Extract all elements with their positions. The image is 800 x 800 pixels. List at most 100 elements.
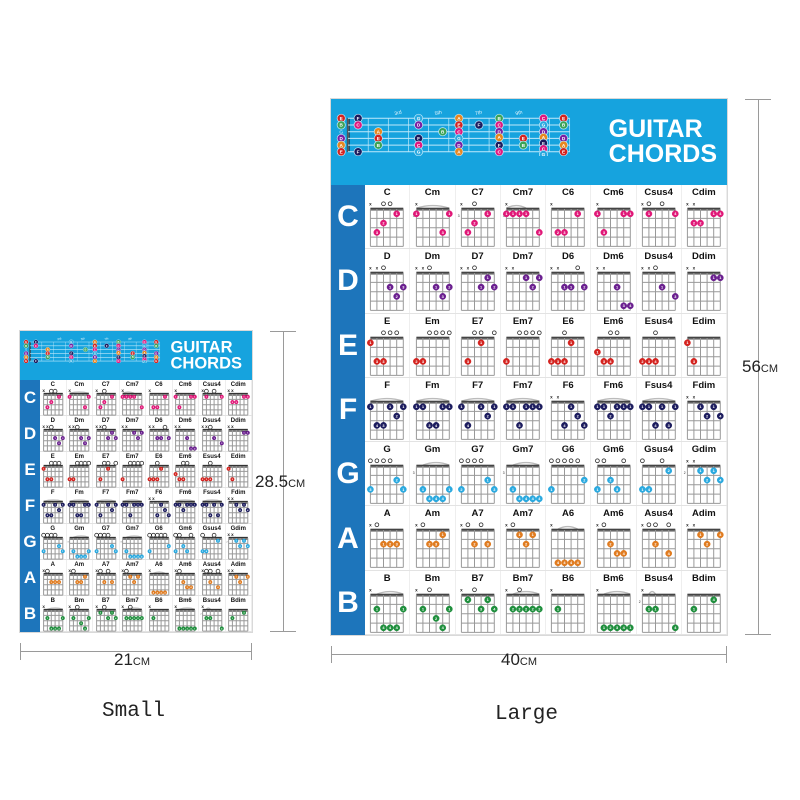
svg-text:x: x: [369, 201, 372, 206]
svg-text:x: x: [201, 424, 204, 429]
svg-text:x: x: [415, 201, 418, 206]
svg-text:G: G: [417, 149, 421, 154]
svg-text:x: x: [686, 201, 689, 206]
svg-text:x: x: [227, 424, 230, 429]
svg-text:2: 2: [435, 615, 437, 620]
svg-text:x: x: [460, 266, 463, 271]
svg-text:x: x: [647, 266, 650, 271]
svg-text:B: B: [340, 123, 344, 128]
svg-text:2: 2: [684, 471, 686, 475]
svg-text:2: 2: [693, 220, 695, 225]
svg-text:x: x: [42, 604, 45, 609]
svg-text:x: x: [152, 424, 155, 429]
svg-text:x: x: [227, 568, 230, 573]
svg-text:E: E: [377, 136, 380, 141]
svg-text:x: x: [174, 604, 177, 609]
svg-text:5th: 5th: [434, 109, 443, 117]
svg-text:x: x: [68, 604, 71, 609]
svg-text:B: B: [155, 344, 157, 348]
svg-text:E: E: [132, 351, 134, 355]
svg-text:2: 2: [486, 413, 488, 418]
svg-text:x: x: [466, 266, 469, 271]
svg-text:x: x: [148, 604, 151, 609]
svg-text:C: C: [118, 359, 120, 363]
svg-text:x: x: [201, 388, 204, 393]
svg-text:x: x: [95, 424, 98, 429]
svg-text:x: x: [557, 394, 560, 399]
svg-text:G: G: [70, 359, 72, 363]
svg-text:2: 2: [448, 285, 450, 290]
svg-text:x: x: [174, 388, 177, 393]
svg-text:2: 2: [667, 468, 669, 473]
svg-text:x: x: [174, 424, 177, 429]
svg-text:7th: 7th: [475, 109, 484, 117]
svg-text:C: C: [35, 344, 37, 348]
svg-text:2: 2: [609, 478, 611, 483]
svg-text:2: 2: [557, 230, 559, 235]
svg-text:2: 2: [493, 285, 495, 290]
svg-text:x: x: [46, 424, 49, 429]
svg-text:E: E: [340, 116, 343, 121]
svg-text:x: x: [460, 587, 463, 592]
svg-text:B: B: [497, 116, 501, 121]
svg-text:F: F: [417, 136, 420, 141]
svg-text:x: x: [415, 523, 418, 528]
svg-text:2: 2: [584, 285, 586, 290]
svg-text:E: E: [562, 149, 565, 154]
svg-text:x: x: [231, 568, 234, 573]
svg-text:E: E: [340, 149, 343, 154]
svg-text:B: B: [25, 344, 27, 348]
svg-text:x: x: [686, 394, 689, 399]
svg-text:x: x: [641, 523, 644, 528]
svg-text:2: 2: [227, 542, 228, 544]
svg-text:x: x: [376, 266, 379, 271]
svg-text:7th: 7th: [104, 336, 109, 341]
svg-text:2: 2: [389, 542, 391, 547]
svg-text:F: F: [478, 123, 481, 128]
svg-text:x: x: [596, 201, 599, 206]
svg-text:2: 2: [706, 542, 708, 547]
svg-text:2: 2: [473, 542, 475, 547]
svg-text:2: 2: [577, 413, 579, 418]
svg-text:2: 2: [538, 606, 540, 611]
svg-text:x: x: [68, 424, 71, 429]
svg-text:E: E: [25, 359, 27, 363]
svg-text:2: 2: [609, 542, 611, 547]
svg-text:x: x: [227, 532, 230, 537]
svg-text:2: 2: [460, 487, 462, 492]
svg-text:2: 2: [609, 413, 611, 418]
svg-text:2: 2: [396, 294, 398, 299]
svg-text:3: 3: [94, 398, 95, 400]
svg-text:x: x: [415, 266, 418, 271]
svg-text:G: G: [457, 136, 461, 141]
svg-text:x: x: [686, 459, 689, 464]
svg-text:E: E: [522, 136, 525, 141]
svg-text:x: x: [596, 523, 599, 528]
svg-text:3: 3: [503, 471, 505, 475]
svg-text:2: 2: [396, 478, 398, 483]
svg-text:x: x: [641, 266, 644, 271]
svg-text:F: F: [357, 116, 360, 121]
svg-text:x: x: [95, 568, 98, 573]
svg-text:x: x: [693, 523, 696, 528]
svg-text:9th: 9th: [128, 336, 133, 341]
svg-text:x: x: [505, 266, 508, 271]
svg-text:x: x: [505, 523, 508, 528]
svg-text:x: x: [42, 388, 45, 393]
svg-text:x: x: [421, 266, 424, 271]
svg-text:x: x: [693, 459, 696, 464]
svg-text:x: x: [68, 568, 71, 573]
svg-text:x: x: [174, 568, 177, 573]
svg-text:G: G: [542, 123, 546, 128]
svg-text:x: x: [99, 424, 102, 429]
svg-text:x: x: [148, 568, 151, 573]
svg-text:x: x: [227, 496, 230, 501]
svg-text:2: 2: [654, 542, 656, 547]
svg-text:2: 2: [415, 358, 417, 363]
svg-text:2: 2: [525, 542, 527, 547]
svg-text:2: 2: [641, 358, 643, 363]
svg-text:2: 2: [584, 478, 586, 483]
svg-text:x: x: [550, 201, 553, 206]
svg-text:2: 2: [428, 542, 430, 547]
svg-text:x: x: [95, 388, 98, 393]
